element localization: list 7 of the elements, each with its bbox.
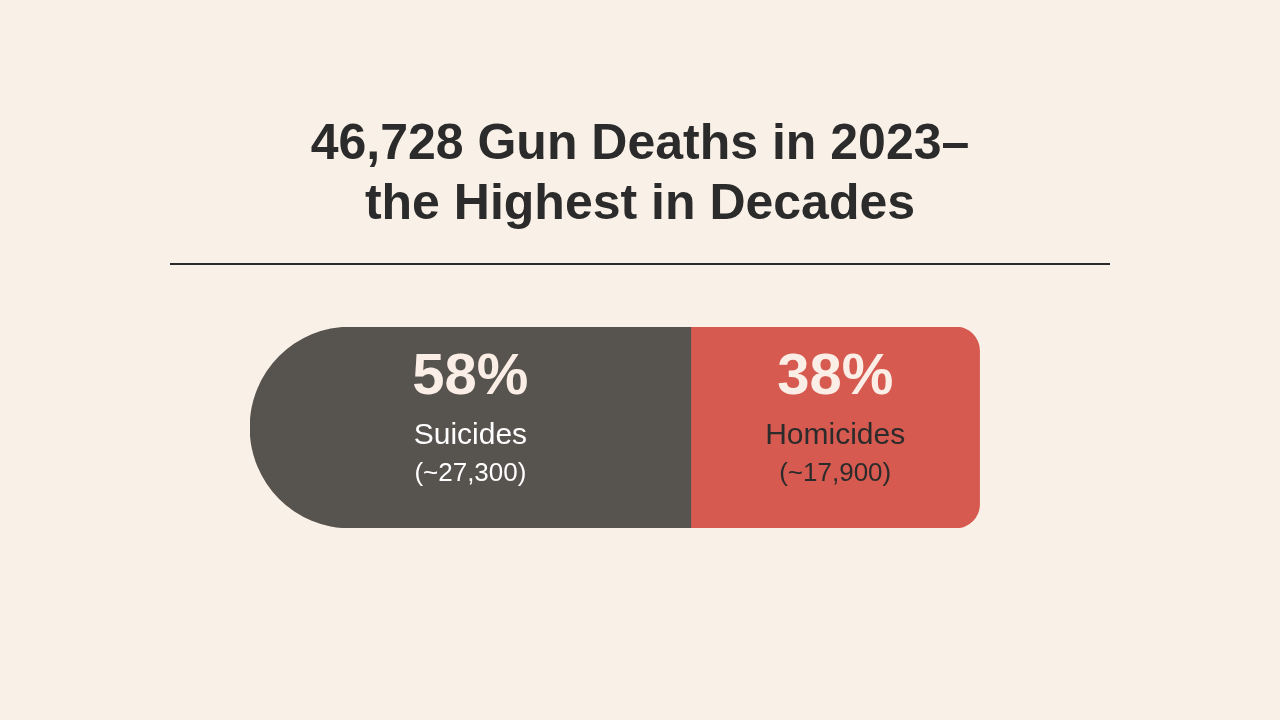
chart-title: 46,728 Gun Deaths in 2023–the Highest in Decades [309,113,971,232]
annotation: (~17,900) [779,456,892,487]
series-label: Homicides [765,416,906,450]
series-label: Suicides [413,416,528,450]
data-label: 38% [777,340,894,406]
data-label: 58% [412,340,529,406]
annotation: (~27,300) [414,456,527,487]
